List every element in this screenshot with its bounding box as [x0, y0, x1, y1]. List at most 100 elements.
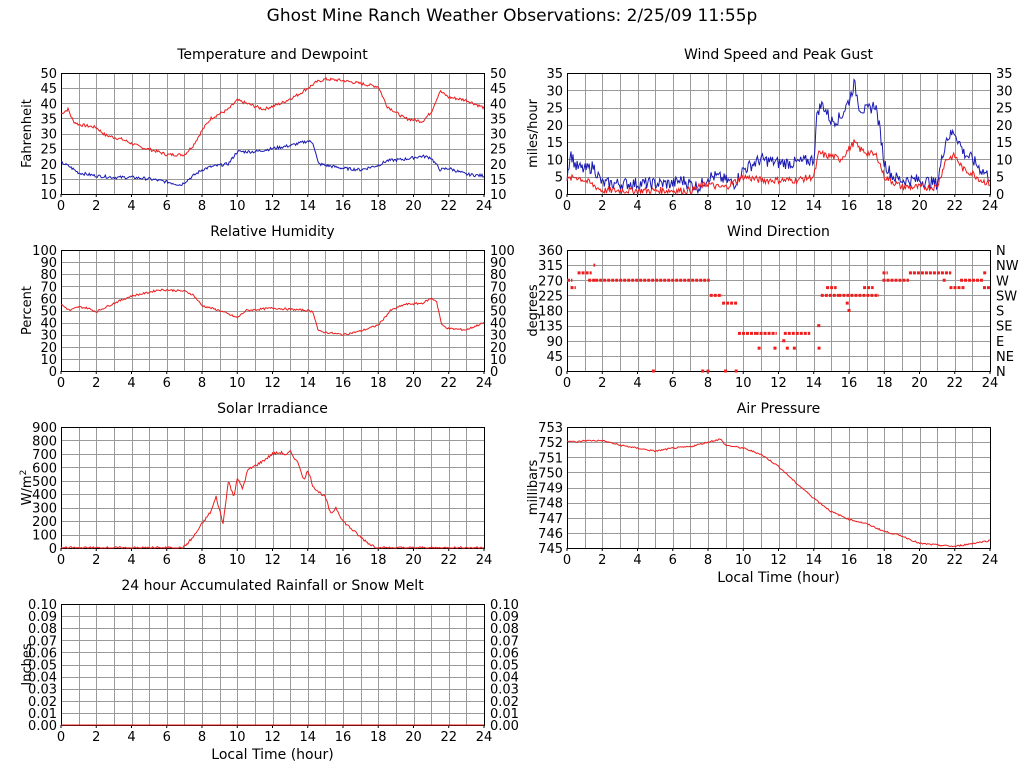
x-tick-label: 8 [198, 553, 206, 568]
y-tick-label: 90 [546, 335, 563, 350]
right-tick-label: 0.07 [490, 634, 519, 649]
y-tick-label: 35 [40, 112, 57, 127]
right-tick-label: 0.01 [490, 707, 519, 722]
page-title: Ghost Mine Ranch Weather Observations: 2… [266, 6, 758, 26]
x-tick-label: 24 [476, 199, 493, 214]
x-tick-label: 20 [911, 199, 928, 214]
x-tick-label: 24 [982, 199, 999, 214]
y-tick-label: 5 [555, 171, 563, 186]
y-tick-label: 0 [49, 365, 57, 380]
right-tick-label: S [996, 305, 1004, 320]
direction-dot [785, 346, 789, 350]
x-tick-label: 12 [264, 376, 281, 391]
right-tick-label: 20 [490, 341, 507, 356]
direction-dot [942, 278, 946, 282]
right-tick-label: 50 [490, 305, 507, 320]
y-tick-label: 500 [32, 475, 57, 490]
series-line-red [60, 76, 485, 157]
chart-title: Air Pressure [737, 401, 820, 417]
x-tick-label: 18 [370, 199, 387, 214]
y-tick-label: 25 [546, 102, 563, 117]
x-tick-label: 20 [405, 199, 422, 214]
x-tick-label: 22 [946, 199, 963, 214]
x-tick-label: 0 [57, 553, 65, 568]
x-tick-label: 4 [633, 199, 641, 214]
grid [61, 250, 485, 372]
x-tick-label: 10 [735, 376, 752, 391]
x-tick-label: 6 [669, 376, 677, 391]
x-tick-label: 20 [405, 730, 422, 745]
y-tick-label: 45 [546, 350, 563, 365]
x-tick-label: 12 [264, 730, 281, 745]
x-tick-label: 2 [92, 376, 100, 391]
x-tick-label: 8 [704, 199, 712, 214]
y-tick-label: 80 [40, 268, 57, 283]
x-tick-label: 22 [946, 553, 963, 568]
right-tick-label: 35 [996, 67, 1013, 82]
x-tick-label: 4 [127, 730, 135, 745]
y-tick-label: 15 [40, 173, 57, 188]
x-tick-label: 10 [229, 553, 246, 568]
x-tick-label: 24 [982, 376, 999, 391]
y-tick-label: 30 [546, 84, 563, 99]
y-tick-label: 0.02 [28, 695, 57, 710]
right-tick-label: 30 [490, 329, 507, 344]
right-tick-label: 0.05 [490, 659, 519, 674]
right-tick-label: 0.00 [490, 719, 519, 734]
x-tick-label: 0 [57, 199, 65, 214]
y-axis-label: millibars [526, 460, 541, 516]
series-line-red [566, 438, 990, 548]
right-tick-label: 35 [490, 112, 507, 127]
x-tick-label: 4 [633, 376, 641, 391]
x-tick-label: 0 [563, 199, 571, 214]
x-tick-label: 16 [335, 730, 352, 745]
x-tick-label: 16 [335, 376, 352, 391]
x-tick-label: 2 [92, 730, 100, 745]
x-tick-label: 22 [440, 376, 457, 391]
x-tick-label: 14 [805, 199, 822, 214]
right-tick-label: 0.09 [490, 610, 519, 625]
right-tick-label: 90 [490, 256, 507, 271]
x-tick-label: 6 [163, 730, 171, 745]
x-tick-label: 24 [476, 730, 493, 745]
y-tick-label: 0.01 [28, 707, 57, 722]
direction-dot [782, 339, 786, 343]
series-line-red [60, 449, 485, 549]
x-tick-label: 8 [198, 199, 206, 214]
right-tick-label: 40 [490, 317, 507, 332]
right-tick-label: N [996, 244, 1006, 259]
y-tick-label: 745 [538, 542, 563, 557]
right-tick-label: 15 [490, 173, 507, 188]
right-tick-label: 25 [490, 143, 507, 158]
y-tick-label: 45 [40, 82, 57, 97]
right-tick-label: 5 [996, 171, 1004, 186]
right-tick-label: 0.02 [490, 695, 519, 710]
direction-dot [792, 346, 796, 350]
x-tick-label: 4 [127, 553, 135, 568]
grid [567, 250, 991, 372]
x-tick-label: 16 [841, 199, 858, 214]
right-tick-label: 100 [490, 244, 515, 259]
grid [567, 73, 991, 195]
x-tick-label: 4 [633, 553, 641, 568]
direction-dot [773, 346, 777, 350]
direction-dot [724, 369, 728, 373]
x-tick-label: 18 [370, 730, 387, 745]
chart-title: 24 hour Accumulated Rainfall or Snow Mel… [121, 578, 424, 594]
right-tick-label: 15 [996, 136, 1013, 151]
right-tick-label: W [996, 274, 1009, 289]
x-tick-label: 10 [735, 553, 752, 568]
direction-dot [983, 271, 987, 275]
y-tick-label: 748 [538, 497, 563, 512]
right-tick-label: 20 [996, 119, 1013, 134]
x-tick-label: 8 [704, 376, 712, 391]
x-tick-label: 20 [405, 553, 422, 568]
y-tick-label: 746 [538, 527, 563, 542]
right-tick-label: 80 [490, 268, 507, 283]
y-tick-label: 25 [40, 143, 57, 158]
x-tick-label: 12 [264, 553, 281, 568]
